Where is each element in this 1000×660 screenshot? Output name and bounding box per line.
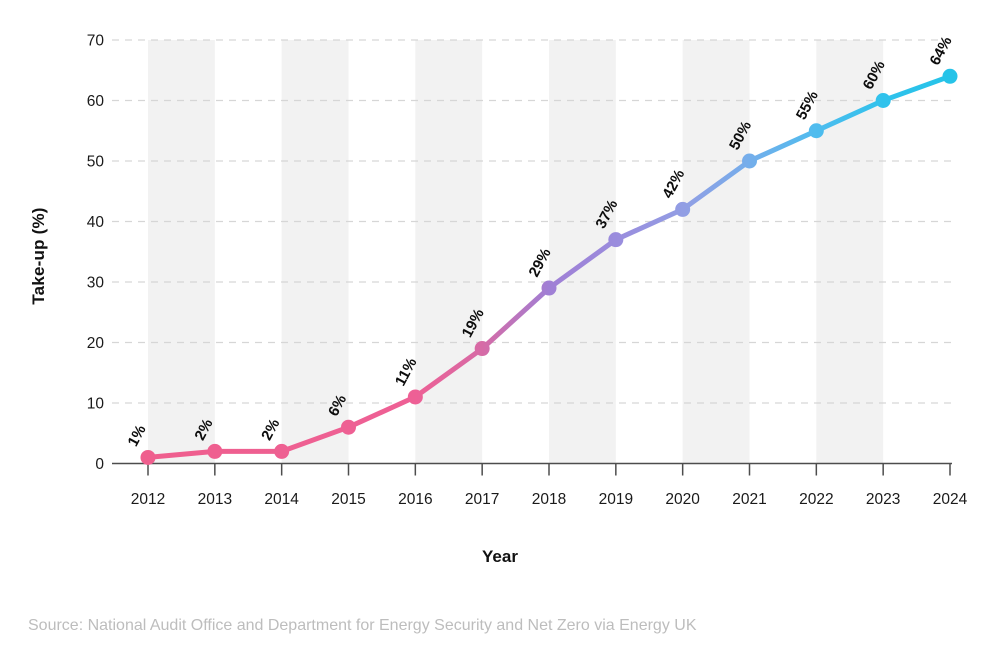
y-tick-label: 0 — [95, 456, 104, 473]
data-point — [942, 68, 958, 84]
data-point — [808, 123, 824, 139]
x-tick-label: 2020 — [665, 491, 700, 508]
x-tick-label: 2018 — [532, 491, 566, 508]
y-tick-label: 10 — [87, 396, 105, 413]
x-tick-label: 2017 — [465, 491, 499, 508]
data-point — [875, 93, 891, 108]
y-tick-label: 30 — [87, 275, 105, 292]
x-tick-label: 2014 — [264, 491, 299, 508]
y-axis-title: Take-up (%) — [29, 207, 48, 305]
data-point — [207, 443, 223, 459]
x-tick-label: 2016 — [398, 491, 432, 508]
y-tick-label: 50 — [87, 154, 105, 171]
plot-band — [281, 40, 349, 464]
x-axis-title: Year — [482, 547, 518, 566]
plot-band — [816, 40, 884, 464]
x-tick-label: 2019 — [599, 491, 633, 508]
x-tick-label: 2022 — [799, 491, 833, 508]
plot-band — [148, 40, 215, 464]
plot-band — [415, 40, 483, 464]
y-tick-label: 70 — [87, 33, 105, 50]
source-note: Source: National Audit Office and Depart… — [28, 617, 697, 634]
data-point-label: 2% — [258, 416, 283, 443]
data-point — [474, 341, 490, 357]
data-point — [140, 449, 156, 465]
x-tick-label: 2021 — [732, 491, 766, 508]
y-tick-label: 60 — [87, 93, 105, 110]
data-point — [541, 280, 557, 296]
x-tick-label: 2013 — [198, 491, 232, 508]
data-point-label: 1% — [125, 422, 150, 449]
y-tick-label: 40 — [87, 214, 105, 231]
data-point — [407, 389, 423, 405]
y-tick-label: 20 — [87, 335, 105, 352]
line-chart: 2012 2013 2014 2015 2016 2017 2018 2019 2020 2021… — [87, 33, 968, 509]
x-tick-label: 2015 — [331, 491, 365, 508]
plot-band — [682, 40, 750, 464]
data-point-label: 64% — [927, 34, 956, 68]
x-tick-label: 2012 — [131, 491, 165, 508]
data-point — [341, 419, 356, 435]
data-point — [608, 232, 624, 248]
data-point — [742, 153, 757, 169]
plot-band — [549, 40, 616, 464]
x-tick-label: 2024 — [933, 491, 968, 508]
data-point — [675, 201, 691, 217]
data-point — [274, 443, 290, 459]
x-tick-label: 2023 — [866, 491, 900, 508]
